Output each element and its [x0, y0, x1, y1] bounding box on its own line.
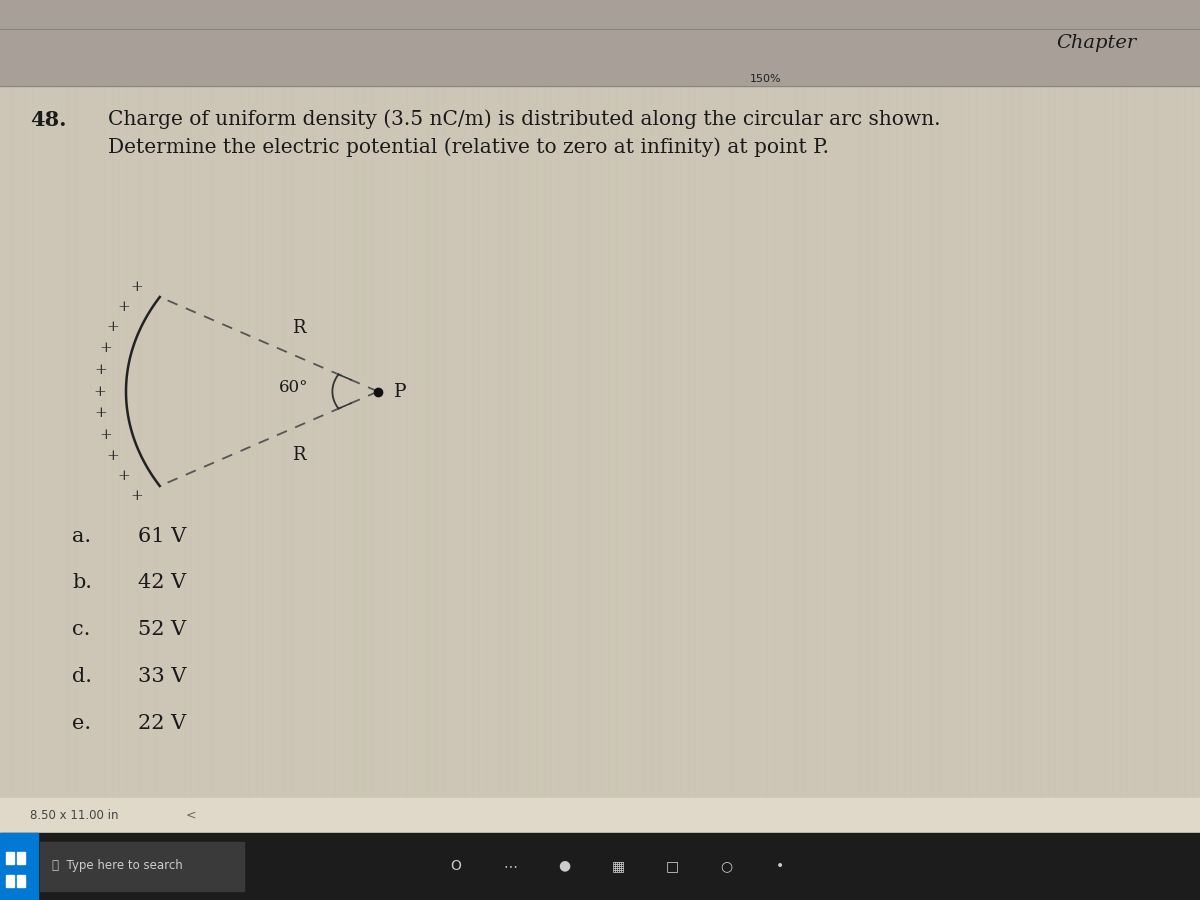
Text: ○: ○	[720, 859, 732, 873]
Text: +: +	[107, 320, 120, 334]
Text: Charge of uniform density (3.5 nC/m) is distributed along the circular arc shown: Charge of uniform density (3.5 nC/m) is …	[108, 110, 941, 130]
Text: 33 V: 33 V	[138, 667, 186, 686]
Text: +: +	[118, 470, 130, 483]
Text: d.: d.	[72, 667, 92, 686]
Bar	[17, 875, 25, 886]
Text: 150%: 150%	[750, 74, 781, 85]
Text: +: +	[118, 300, 130, 313]
Bar	[0, 0, 1200, 86]
Text: 61 V: 61 V	[138, 526, 186, 545]
Text: a.: a.	[72, 526, 91, 545]
Text: 42 V: 42 V	[138, 573, 186, 592]
Bar	[40, 842, 244, 891]
Text: ⌕  Type here to search: ⌕ Type here to search	[52, 860, 182, 872]
Text: 48.: 48.	[30, 110, 66, 130]
Text: c.: c.	[72, 620, 90, 639]
Text: b.: b.	[72, 573, 92, 592]
Bar	[0, 832, 1200, 900]
Text: ⋯: ⋯	[503, 859, 517, 873]
Text: +: +	[131, 489, 143, 503]
Text: Chapter: Chapter	[1056, 34, 1136, 52]
Text: 8.50 x 11.00 in: 8.50 x 11.00 in	[30, 809, 119, 822]
Text: <: <	[186, 809, 197, 822]
Bar	[6, 852, 14, 864]
Text: +: +	[94, 384, 106, 399]
Bar	[17, 852, 25, 864]
Text: Determine the electric potential (relative to zero at infinity) at point P.: Determine the electric potential (relati…	[108, 138, 829, 157]
Text: +: +	[95, 406, 108, 420]
Text: +: +	[100, 428, 112, 442]
Text: +: +	[107, 449, 120, 463]
Text: e.: e.	[72, 714, 91, 733]
Text: 60°: 60°	[280, 379, 308, 395]
Bar	[0, 86, 1200, 798]
Bar	[0, 798, 1200, 832]
Text: □: □	[666, 859, 678, 873]
Text: R: R	[292, 320, 306, 338]
Text: +: +	[131, 280, 143, 294]
Text: ▦: ▦	[612, 859, 624, 873]
Text: +: +	[95, 363, 108, 377]
Text: P: P	[394, 382, 406, 400]
Bar	[0, 832, 38, 900]
Text: 22 V: 22 V	[138, 714, 186, 733]
Text: 52 V: 52 V	[138, 620, 186, 639]
Text: ●: ●	[558, 859, 570, 873]
Text: O: O	[450, 859, 462, 873]
Text: •: •	[776, 859, 784, 873]
Text: +: +	[100, 341, 112, 356]
Text: R: R	[292, 446, 306, 464]
Bar	[6, 875, 14, 886]
